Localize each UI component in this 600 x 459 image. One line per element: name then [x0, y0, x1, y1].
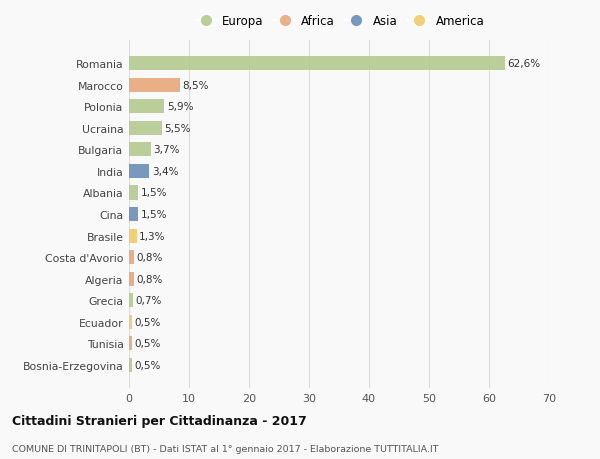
- Bar: [129, 78, 180, 93]
- Bar: [129, 143, 151, 157]
- Bar: [129, 336, 132, 351]
- Bar: [129, 186, 138, 200]
- Text: 1,3%: 1,3%: [139, 231, 166, 241]
- Bar: [129, 229, 137, 243]
- Text: 0,8%: 0,8%: [136, 274, 163, 284]
- Bar: [129, 122, 162, 135]
- Bar: [129, 207, 138, 222]
- Bar: [129, 100, 164, 114]
- Legend: Europa, Africa, Asia, America: Europa, Africa, Asia, America: [191, 12, 487, 30]
- Text: 8,5%: 8,5%: [182, 81, 209, 90]
- Bar: [129, 57, 505, 71]
- Text: 5,5%: 5,5%: [164, 123, 191, 134]
- Text: 3,4%: 3,4%: [152, 167, 178, 177]
- Text: 1,5%: 1,5%: [140, 188, 167, 198]
- Bar: [129, 165, 149, 179]
- Text: Cittadini Stranieri per Cittadinanza - 2017: Cittadini Stranieri per Cittadinanza - 2…: [12, 414, 307, 428]
- Text: 62,6%: 62,6%: [507, 59, 540, 69]
- Text: 0,8%: 0,8%: [136, 252, 163, 263]
- Bar: [129, 358, 132, 372]
- Text: 0,5%: 0,5%: [134, 360, 161, 370]
- Bar: [129, 294, 133, 308]
- Text: 0,5%: 0,5%: [134, 339, 161, 348]
- Bar: [129, 315, 132, 329]
- Bar: [129, 272, 134, 286]
- Text: 3,7%: 3,7%: [154, 145, 180, 155]
- Bar: [129, 251, 134, 264]
- Text: COMUNE DI TRINITAPOLI (BT) - Dati ISTAT al 1° gennaio 2017 - Elaborazione TUTTIT: COMUNE DI TRINITAPOLI (BT) - Dati ISTAT …: [12, 444, 439, 453]
- Text: 1,5%: 1,5%: [140, 210, 167, 219]
- Text: 5,9%: 5,9%: [167, 102, 193, 112]
- Text: 0,7%: 0,7%: [136, 296, 162, 306]
- Text: 0,5%: 0,5%: [134, 317, 161, 327]
